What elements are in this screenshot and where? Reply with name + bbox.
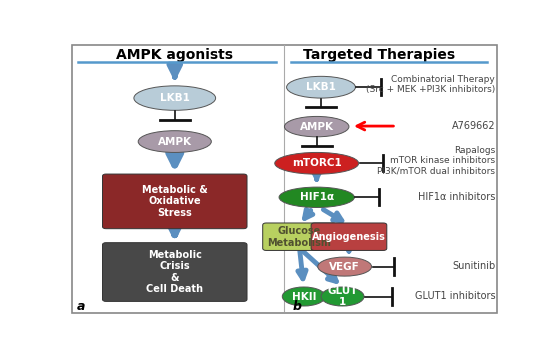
Text: GLUT1 inhibitors: GLUT1 inhibitors (415, 291, 495, 301)
Ellipse shape (134, 86, 215, 110)
Ellipse shape (279, 187, 354, 208)
Ellipse shape (318, 257, 371, 276)
Text: HIF1α: HIF1α (300, 192, 334, 202)
Text: Combinatorial Therapy
(Src + MEK +PI3K inhibitors): Combinatorial Therapy (Src + MEK +PI3K i… (366, 75, 495, 94)
FancyBboxPatch shape (311, 223, 387, 250)
Text: VEGF: VEGF (329, 262, 360, 271)
Text: mTORC1: mTORC1 (292, 158, 341, 168)
Text: HKII: HKII (291, 292, 316, 301)
Text: MUT: MUT (198, 83, 213, 88)
Ellipse shape (286, 76, 355, 98)
Text: Glucose
Metabolism: Glucose Metabolism (268, 226, 331, 247)
Text: Targeted Therapies: Targeted Therapies (303, 48, 455, 61)
Text: Sunitinib: Sunitinib (452, 261, 495, 271)
Text: LKB1: LKB1 (306, 82, 336, 92)
Text: MUT: MUT (340, 73, 356, 78)
Ellipse shape (138, 131, 211, 152)
Text: HIF1α inhibitors: HIF1α inhibitors (418, 192, 495, 202)
Text: A769662: A769662 (452, 121, 495, 131)
Text: b: b (292, 299, 301, 312)
Text: Rapalogs
mTOR kinase inhibitors
PI3K/mTOR dual inhibitors: Rapalogs mTOR kinase inhibitors PI3K/mTO… (377, 146, 495, 175)
Text: Metabolic &
Oxidative
Stress: Metabolic & Oxidative Stress (142, 185, 208, 218)
Ellipse shape (275, 152, 359, 174)
Text: AMPK: AMPK (300, 122, 334, 132)
Text: LKB1: LKB1 (160, 93, 190, 103)
FancyBboxPatch shape (103, 243, 247, 301)
FancyBboxPatch shape (103, 174, 247, 229)
Text: Metabolic
Crisis
&
Cell Death: Metabolic Crisis & Cell Death (147, 250, 203, 294)
Ellipse shape (284, 116, 349, 137)
Text: GLUT
1: GLUT 1 (327, 286, 358, 307)
Text: Angiogenesis: Angiogenesis (312, 232, 386, 242)
Text: AMPK: AMPK (158, 137, 192, 146)
Text: a: a (77, 299, 85, 312)
FancyBboxPatch shape (72, 45, 497, 313)
Ellipse shape (282, 287, 325, 306)
Text: AMPK agonists: AMPK agonists (116, 48, 233, 61)
Ellipse shape (321, 287, 364, 306)
FancyBboxPatch shape (263, 223, 336, 250)
